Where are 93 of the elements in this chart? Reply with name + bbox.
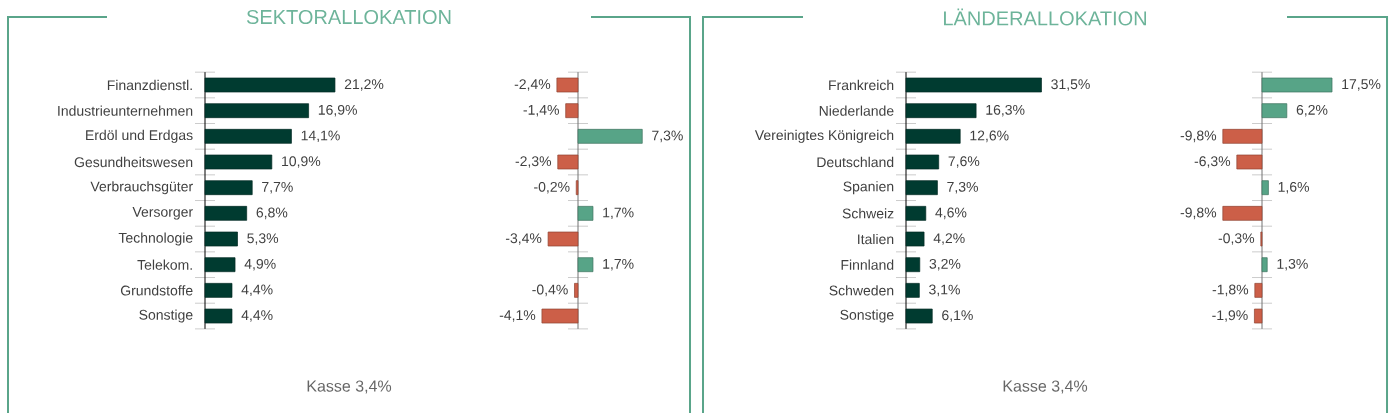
y-tick-label: Sonstige [840,309,894,323]
bar [905,128,961,144]
chart-title: SEKTORALLOKATION [246,9,451,25]
data-label: 31,5% [1051,79,1090,91]
bar [1222,206,1263,221]
bar [204,128,292,144]
y-tick-label: Verbrauchsgüter [90,181,193,195]
data-label: 6,1% [942,310,973,322]
data-label: -9,8% [1180,207,1217,220]
data-label: 10,9% [282,156,321,168]
y-tick-label: Vereinigtes Königreich [754,129,894,143]
data-label: 7,7% [262,181,293,194]
data-label: 7,3% [652,130,683,143]
bar [1254,283,1263,298]
text: Kasse 3,4% [307,380,392,394]
y-tick-label: Industrieunternehmen [58,105,193,116]
bar [1222,128,1263,144]
data-label: 14,1% [301,130,340,143]
bar [204,77,336,93]
data-label: 21,2% [344,79,384,91]
bar [204,257,236,273]
data-label: 16,3% [986,104,1025,117]
data-label: 6,8% [256,207,288,220]
bar [905,180,938,196]
data-label: -1,4% [523,104,559,117]
text: Kasse 3,4% [1003,380,1088,394]
data-label: 4,4% [241,310,273,322]
bar [905,257,921,273]
data-label: 12,6% [970,130,1009,143]
y-tick-label: Sonstige [139,309,193,323]
bar [905,231,925,247]
y-tick-label: Versorger [132,207,193,220]
data-label: -2,4% [514,79,551,91]
data-label: 16,9% [318,104,357,117]
data-label: 1,7% [603,258,634,271]
bar [1261,103,1288,119]
bar [204,154,273,170]
y-tick-label: Finnland [841,259,894,270]
data-label: -9,8% [1180,130,1217,143]
data-label: 7,6% [948,156,980,168]
y-tick-label: Gesundheitswesen [74,156,193,168]
bar [905,206,927,221]
data-label: -0,2% [534,181,570,194]
y-tick-label: Deutschland [817,156,894,168]
y-tick-label: Spanien [843,181,894,195]
data-label: -1,9% [1212,310,1248,322]
y-tick-label: Telekom. [137,259,192,270]
data-label: -3,4% [505,233,542,245]
data-label: -0,4% [532,284,568,297]
bar [905,154,940,170]
data-label: 3,2% [929,258,961,271]
data-label: 1,3% [1277,258,1308,271]
bar [1261,180,1269,196]
bar [905,103,977,119]
y-tick-label: Niederlande [819,105,894,116]
y-tick-label: Italien [858,233,894,245]
bar [905,283,920,298]
bar [905,77,1042,93]
y-tick-label: Schweiz [842,208,894,219]
bar [905,308,933,324]
bar [204,231,238,247]
bar [204,206,248,221]
bar [204,283,233,298]
data-label: 17,5% [1342,79,1381,91]
y-tick-label: Frankreich [829,79,894,91]
data-label: -0,3% [1218,233,1255,245]
data-label: 4,4% [241,284,273,297]
bar [1254,308,1263,324]
chart-title: LÄNDERALLOKATION [944,8,1146,26]
y-tick-label: Erdöl und Erdgas [86,129,193,143]
data-label: 3,1% [929,284,960,297]
data-label: 1,7% [603,207,634,220]
data-label: -6,3% [1194,156,1231,168]
bar [1236,154,1263,170]
data-label: 5,3% [247,233,279,245]
y-tick-label: Schweden [829,285,894,296]
y-tick-label: Finanzdienstl. [107,79,192,91]
data-label: 4,2% [933,233,965,245]
data-label: 4,9% [244,258,276,271]
bar [204,308,233,324]
bar [1261,77,1333,93]
data-label: 7,3% [947,181,979,194]
data-label: 6,2% [1296,104,1328,117]
data-label: -2,3% [515,156,552,168]
data-label: 1,6% [1278,181,1310,194]
data-label: -1,8% [1212,284,1249,297]
bar [204,103,309,119]
y-tick-label: Grundstoffe [120,285,193,296]
bar [1261,257,1268,273]
y-tick-label: Technologie [118,232,193,246]
data-label: -4,1% [499,310,536,322]
data-label: 4,6% [935,207,967,220]
bar [204,180,253,196]
